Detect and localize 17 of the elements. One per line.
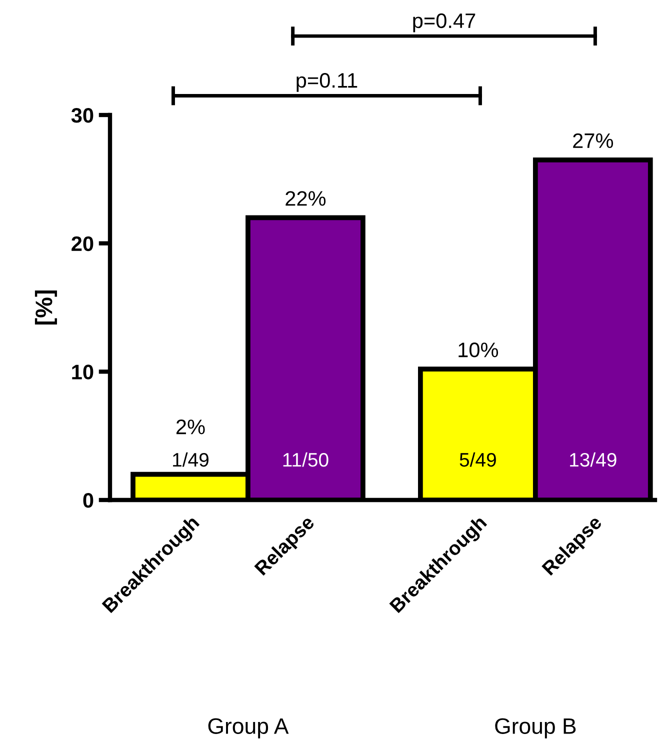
y-tick-label: 20 bbox=[72, 236, 94, 252]
annotation: 13/49 bbox=[570, 452, 616, 467]
data-label: 22% bbox=[286, 191, 326, 206]
y-tick-label: 0 bbox=[83, 493, 94, 508]
y-tick-label: 30 bbox=[71, 108, 94, 123]
y-tick-label: 10 bbox=[72, 364, 94, 380]
text: Group A bbox=[208, 718, 289, 738]
data-label: 2% bbox=[176, 420, 205, 434]
data-label: 10% bbox=[458, 342, 498, 358]
annotation: 11/50 bbox=[283, 452, 328, 467]
data-label: 27% bbox=[573, 133, 614, 148]
text: p=0.11 bbox=[296, 73, 358, 92]
annotation: 1/49 bbox=[173, 452, 208, 467]
text: p=0.47 bbox=[413, 13, 476, 32]
text: Group B bbox=[495, 718, 576, 738]
y-axis-title: [%] bbox=[34, 290, 57, 325]
annotation: 5/49 bbox=[460, 452, 496, 467]
